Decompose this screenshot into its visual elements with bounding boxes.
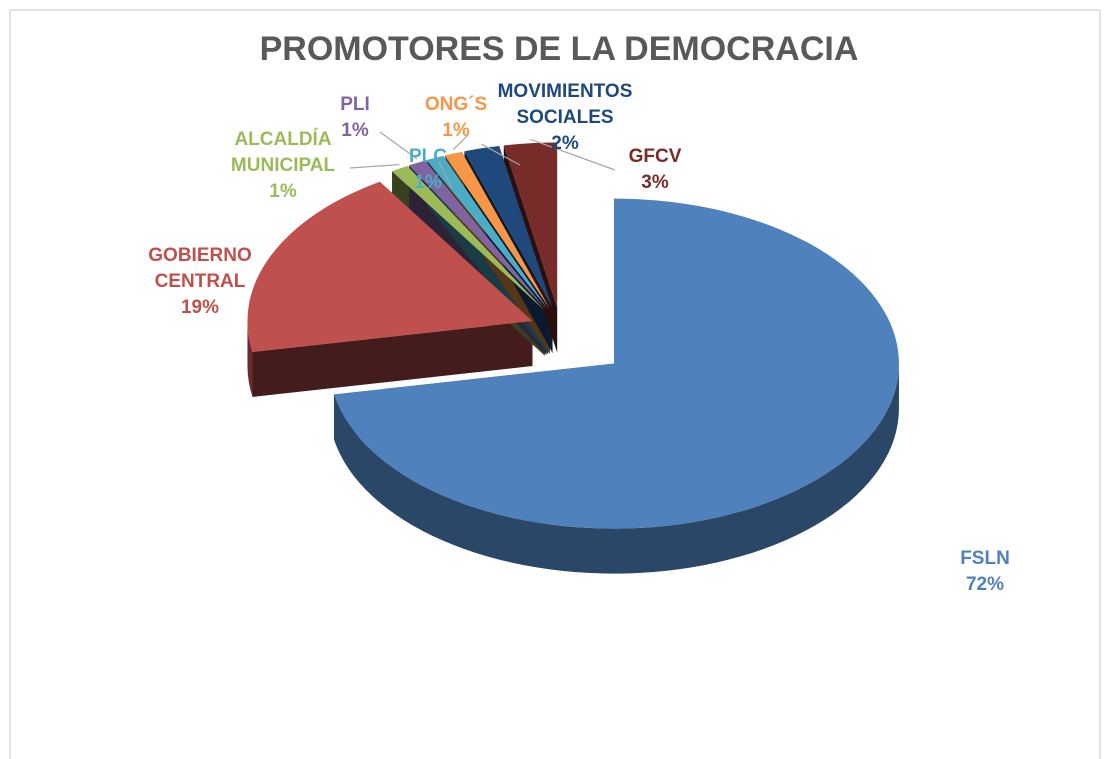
- leader-line: [349, 163, 400, 169]
- slice: [464, 146, 553, 309]
- leader-line: [481, 143, 521, 166]
- slice-side: [333, 363, 899, 574]
- chart-title: PROMOTORES DE LA DEMOCRACIA: [259, 30, 859, 68]
- leader-line: [452, 134, 469, 150]
- slice: [409, 160, 547, 310]
- data-label: FSLN 72%: [910, 546, 1060, 598]
- slice: [426, 155, 549, 310]
- value-label: 72%: [965, 574, 1005, 595]
- value-label: 3%: [641, 172, 669, 193]
- data-label: PLI 1%: [280, 92, 430, 144]
- category-label: ALCALDÍA MUNICIPAL: [230, 129, 336, 176]
- category-label: MOVIMIENTOS SOCIALES: [497, 81, 633, 128]
- slice: [503, 142, 558, 308]
- slice-side: [247, 321, 253, 397]
- value-label: 2%: [551, 133, 579, 154]
- chart-border: [9, 9, 1101, 759]
- value-label: 1%: [269, 181, 297, 202]
- data-label: ALCALDÍA MUNICIPAL 1%: [208, 127, 358, 205]
- leader-line: [379, 131, 418, 160]
- value-label: 1%: [442, 120, 470, 141]
- category-label: PLI: [340, 94, 370, 115]
- value-label: 1%: [341, 120, 369, 141]
- category-label: FSLN: [960, 548, 1010, 569]
- data-label: GOBIERNO CENTRAL 19%: [125, 243, 275, 321]
- data-label: GFCV 3%: [580, 144, 730, 196]
- slice-wall: [252, 321, 533, 397]
- value-label: 19%: [180, 297, 220, 318]
- slice: [392, 165, 545, 311]
- category-label: ONG´S: [424, 94, 488, 115]
- slice: [444, 151, 550, 309]
- data-label: MOVIMIENTOS SOCIALES 2%: [490, 79, 640, 157]
- data-label: ONG´S 1%: [381, 92, 531, 144]
- slice: [333, 198, 899, 529]
- leader-line: [530, 138, 616, 171]
- value-label: 1%: [414, 172, 442, 193]
- category-label: GFCV: [628, 146, 682, 167]
- category-label: PLC: [409, 146, 447, 167]
- leader-line: [434, 153, 453, 189]
- slice: [247, 181, 533, 352]
- category-label: GOBIERNO CENTRAL: [148, 245, 252, 292]
- data-label: PLC 1%: [353, 144, 503, 196]
